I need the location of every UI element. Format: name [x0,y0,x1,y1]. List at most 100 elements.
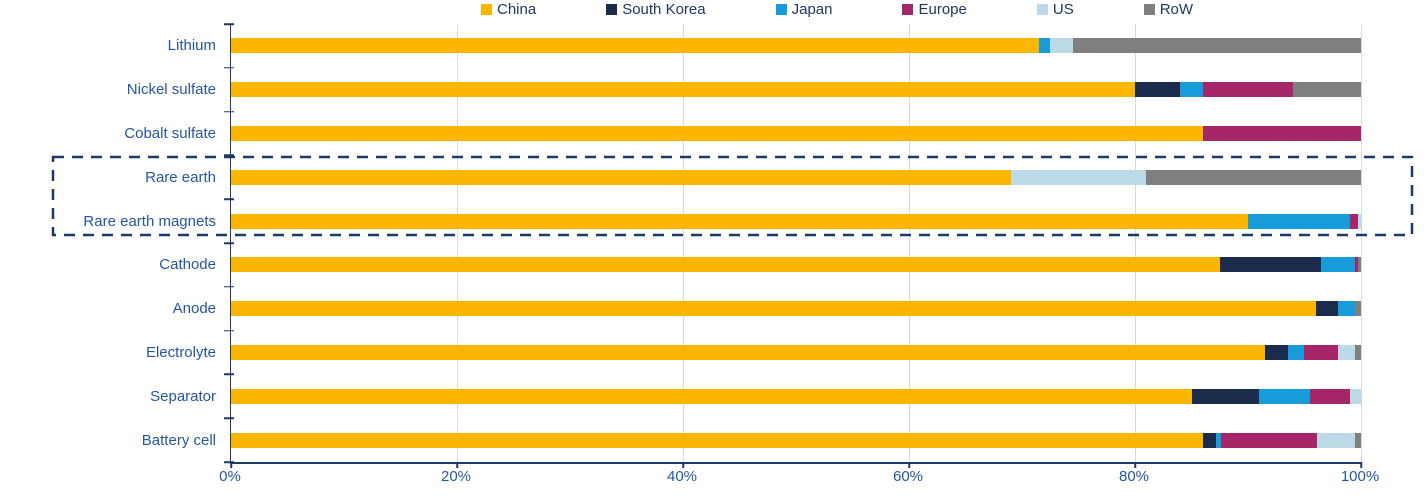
bar-segment-south-korea [1202,432,1217,448]
category-label-rare-earth: Rare earth [145,168,216,186]
legend-label: China [497,1,537,18]
category-label-nickel-sulfate: Nickel sulfate [126,81,216,99]
legend-label: Europe [918,1,967,18]
x-axis-tick [230,462,232,468]
x-axis-tick [456,462,458,468]
bar-segment-japan [1216,432,1221,448]
bar-row-lithium [231,38,1361,54]
bar-segment-japan [1338,301,1356,317]
bar-segment-china [231,388,1192,404]
x-axis-labels: 0% 20% 40% 60% 80% 100% [219,468,1379,490]
legend: China South Korea Japan Europe US RoW [481,1,1193,18]
y-axis-tick [224,242,234,244]
bar-segment-south-korea [1315,301,1339,317]
legend-item-row: RoW [1143,1,1194,18]
x-tick-label: 100% [1340,468,1380,485]
bar-segment-china [231,38,1039,54]
bar-segment-europe [1202,82,1294,98]
bar-segment-row [1293,82,1361,98]
legend-swatch-china [481,4,492,15]
y-axis-tick [224,373,234,376]
legend-swatch-south-korea [606,4,618,15]
bar-row-cobalt-sulfate [231,126,1361,141]
bar-segment-china [231,301,1316,317]
bar-segment-japan [1180,82,1203,98]
legend-item-us: US [1036,1,1074,18]
category-label-lithium: Lithium [167,37,216,55]
bar-segment-row [1146,169,1361,185]
legend-item-europe: Europe [902,1,967,18]
category-label-rare-earth-magnets: Rare earth magnets [83,212,216,230]
category-label-cobalt-sulfate: Cobalt sulfate [124,124,216,142]
y-axis-tick [224,67,234,69]
bar-row-rare-earth-magnets [231,213,1361,229]
bar-segment-us [1010,169,1147,185]
bar-segment-row [1355,432,1361,448]
gridline [909,24,910,462]
x-axis-tick [1360,462,1362,468]
legend-label: RoW [1159,1,1194,18]
bar-segment-china [231,169,1011,185]
bar-segment-china [231,345,1265,360]
y-axis-tick [224,198,234,200]
bar-segment-china [231,126,1203,141]
bar-segment-china [231,82,1135,98]
gridline [683,24,684,462]
gridline [1361,24,1362,462]
bar-segment-row [1355,301,1361,317]
x-axis-tick [1134,462,1136,468]
bar-row-electrolyte [231,345,1361,360]
legend-swatch-row [1143,4,1155,15]
x-axis-tick [682,462,684,468]
bar-row-rare-earth [231,169,1361,185]
bar-segment-japan [1038,38,1051,54]
category-label-separator: Separator [150,387,216,405]
category-label-battery-cell: Battery cell [141,431,216,449]
legend-swatch-europe [902,4,914,15]
y-axis-tick [224,23,234,25]
bar-segment-japan [1287,345,1305,360]
y-axis-tick [224,461,234,463]
bar-segment-japan [1248,213,1350,229]
bar-segment-row [1072,38,1361,54]
bar-segment-china [231,432,1203,448]
bar-segment-us [1316,432,1356,448]
bar-row-separator [231,388,1361,404]
bar-segment-europe [1202,126,1361,141]
gridline [457,24,458,462]
x-tick-label: 0% [219,468,241,485]
bar-segment-us [1349,388,1361,404]
bar-segment-south-korea [1264,345,1288,360]
bar-segment-japan [1321,257,1356,273]
bar-segment-europe [1304,345,1339,360]
legend-item-south-korea: South Korea [606,1,706,18]
x-axis-tick [908,462,910,468]
bar-segment-us [1338,345,1356,360]
legend-label: Japan [791,1,833,18]
category-label-electrolyte: Electrolyte [145,343,216,361]
bar-segment-row [1355,345,1361,360]
bar-segment-us [1050,38,1073,54]
legend-item-japan: Japan [775,1,833,18]
bar-segment-row [1357,257,1361,273]
x-tick-label: 80% [1118,468,1150,485]
legend-swatch-japan [775,4,787,15]
bar-segment-china [231,257,1220,273]
y-axis-tick [224,286,234,288]
bar-segment-south-korea [1191,388,1260,404]
bar-segment-china [231,213,1248,229]
bar-segment-us [1357,213,1361,229]
legend-label: South Korea [622,1,706,18]
y-axis-tick [224,154,234,157]
bar-row-cathode [231,257,1361,273]
legend-label: US [1052,1,1074,18]
legend-swatch-us [1036,4,1048,15]
bar-segment-south-korea [1135,82,1181,98]
bar-segment-south-korea [1219,257,1322,273]
category-labels: Lithium Nickel sulfate Cobalt sulfate Rare … [0,24,216,462]
bar-segment-europe [1310,388,1350,404]
bar-segment-europe [1355,257,1358,273]
category-label-cathode: Cathode [159,256,216,274]
bar-segment-japan [1259,388,1311,404]
